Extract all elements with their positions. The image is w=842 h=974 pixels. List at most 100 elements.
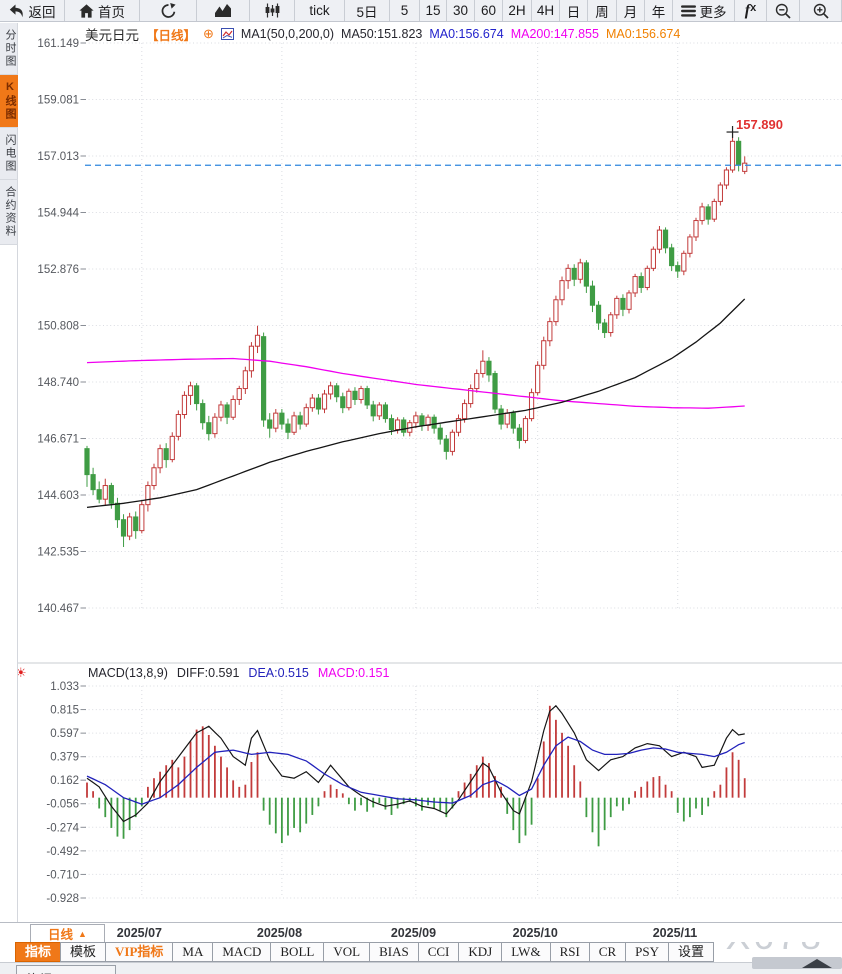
svg-text:152.876: 152.876 [37,264,79,276]
sidebar-item-contract-info[interactable]: 合约资料 [0,180,18,245]
period-4h-button[interactable]: 4H [532,0,560,21]
period-day-button-label: 日 [566,4,581,20]
period-15-button[interactable]: 15 [420,0,447,21]
line-chart-icon [214,3,232,18]
period-5-button[interactable]: 5 [390,0,420,21]
tab-vip-indicator[interactable]: VIP指标 [105,942,174,962]
svg-text:144.603: 144.603 [37,490,79,502]
ma-params-label: MA1(50,0,200,0) [240,27,335,41]
tab-psy[interactable]: PSY [625,942,669,962]
sidebar-item-kline-chart[interactable]: K线图 [0,75,18,128]
candlestick-icon [264,3,281,18]
more-button[interactable]: 更多 [673,0,735,21]
svg-text:150.808: 150.808 [37,321,79,333]
tab-bias[interactable]: BIAS [369,942,419,962]
tab-bar-spacer [0,942,16,962]
period-month-button[interactable]: 月 [617,0,645,21]
svg-text:161.149: 161.149 [37,38,79,50]
tab-rsi[interactable]: RSI [549,942,590,962]
ma200-value: MA200:147.855 [510,27,599,41]
svg-text:146.671: 146.671 [37,434,79,446]
zoom-out-icon [774,2,792,20]
svg-text:1.033: 1.033 [50,681,79,693]
period-30-button[interactable]: 30 [447,0,475,21]
period-2h-button[interactable]: 2H [503,0,532,21]
svg-text:154.944: 154.944 [37,208,79,220]
period-year-button-label: 年 [651,4,666,20]
sidebar-item-time-chart[interactable]: 分时图 [0,23,18,75]
tab-settings[interactable]: 设置 [668,942,715,962]
svg-text:157.013: 157.013 [37,151,79,163]
symbol-title: 美元日元 [85,28,139,43]
tab-kdj[interactable]: KDJ [458,942,503,962]
top-toolbar: 返回 首页 tick 5日 5 15 30 60 2H 4H 日周月年 更多 f x [0,0,842,22]
tab-cci[interactable]: CCI [417,942,460,962]
period-day-button[interactable]: 日 [560,0,588,21]
svg-text:-0.056: -0.056 [46,799,79,811]
svg-text:142.535: 142.535 [37,547,79,559]
tab-cr[interactable]: CR [588,942,627,962]
add-indicator-icon[interactable]: ⊕ [203,26,214,41]
x-axis-label: 2025/11 [652,926,698,940]
tab-ma[interactable]: MA [172,942,214,962]
period-5d-button-label: 5日 [356,4,378,20]
period-week-button-label: 周 [595,4,609,20]
candlestick-button[interactable] [250,0,295,21]
back-button-label: 返回 [28,4,56,20]
bottom-scrollbar[interactable] [752,957,842,969]
tab-indicator[interactable]: 指标 [15,942,62,962]
period-60-button-label: 60 [480,3,497,18]
x-axis-label: 2025/09 [390,926,437,940]
back-button[interactable]: 返回 [0,0,65,21]
home-button-label: 首页 [98,4,125,20]
ma0-orange-value: MA0:156.674 [605,27,681,41]
tab-template[interactable]: 模板 [60,942,107,962]
left-sidebar: 分时图 K线图 闪电图 合约资料 [0,23,18,922]
tab-vol[interactable]: VOL [323,942,371,962]
svg-text:0.162: 0.162 [50,775,79,787]
svg-text:-0.928: -0.928 [46,893,79,905]
svg-text:-0.492: -0.492 [46,846,79,858]
x-axis-label: 2025/10 [512,926,558,940]
period-tag: 【日线】 [146,28,197,43]
period-selector[interactable]: 日线 ▲ [30,924,105,944]
ma50-value: MA50:151.823 [341,27,423,41]
period-year-button[interactable]: 年 [645,0,673,21]
period-30-button-label: 30 [452,3,469,18]
expand-triangle-icon [802,959,832,968]
refresh-button[interactable] [140,0,197,21]
diff-value: DIFF:0.591 [176,666,240,680]
news-tab-partial[interactable]: 资讯 [16,965,116,974]
high-price-annotation: 157.890 [736,117,783,132]
macd-legend: MACD(13,8,9) DIFF:0.591 DEA:0.515 MACD:0… [88,666,389,680]
ma0-blue-value: MA0:156.674 [429,27,504,41]
period-month-button-label: 月 [623,4,638,20]
chart-canvas[interactable]: 161.149159.081157.013154.944152.876150.8… [0,0,842,922]
x-axis-label: 2025/07 [116,926,162,940]
period-60-button[interactable]: 60 [475,0,503,21]
line-chart-button[interactable] [197,0,250,21]
sidebar-item-lightning-chart[interactable]: 闪电图 [0,128,18,180]
zoom-out-button[interactable] [767,0,800,21]
period-5-button-label: 5 [400,3,409,18]
more-button-label: 更多 [699,4,727,20]
zoom-in-button[interactable] [800,0,842,21]
period-5d-button[interactable]: 5日 [345,0,390,21]
legend-chart-icon [220,27,234,41]
dea-value: DEA:0.515 [248,666,309,680]
period-tick-button-label: tick [309,3,330,18]
period-week-button[interactable]: 周 [588,0,617,21]
svg-text:148.740: 148.740 [37,377,79,389]
tab-boll[interactable]: BOLL [270,942,325,962]
svg-text:140.467: 140.467 [37,603,79,615]
tab-macd[interactable]: MACD [212,942,272,962]
tab-lw[interactable]: LW& [501,942,551,962]
svg-text:-0.710: -0.710 [46,869,79,881]
indicator-settings-sun-icon[interactable]: ☀ [15,665,27,680]
indicator-tab-bar: 指标 模板 VIP指标 MA MACD BOLL VOL BIAS CCI KDJ LW& RSI CR… [0,942,842,962]
svg-text:0.597: 0.597 [50,728,79,740]
period-tick-button[interactable]: tick [295,0,345,21]
home-button[interactable]: 首页 [65,0,140,21]
